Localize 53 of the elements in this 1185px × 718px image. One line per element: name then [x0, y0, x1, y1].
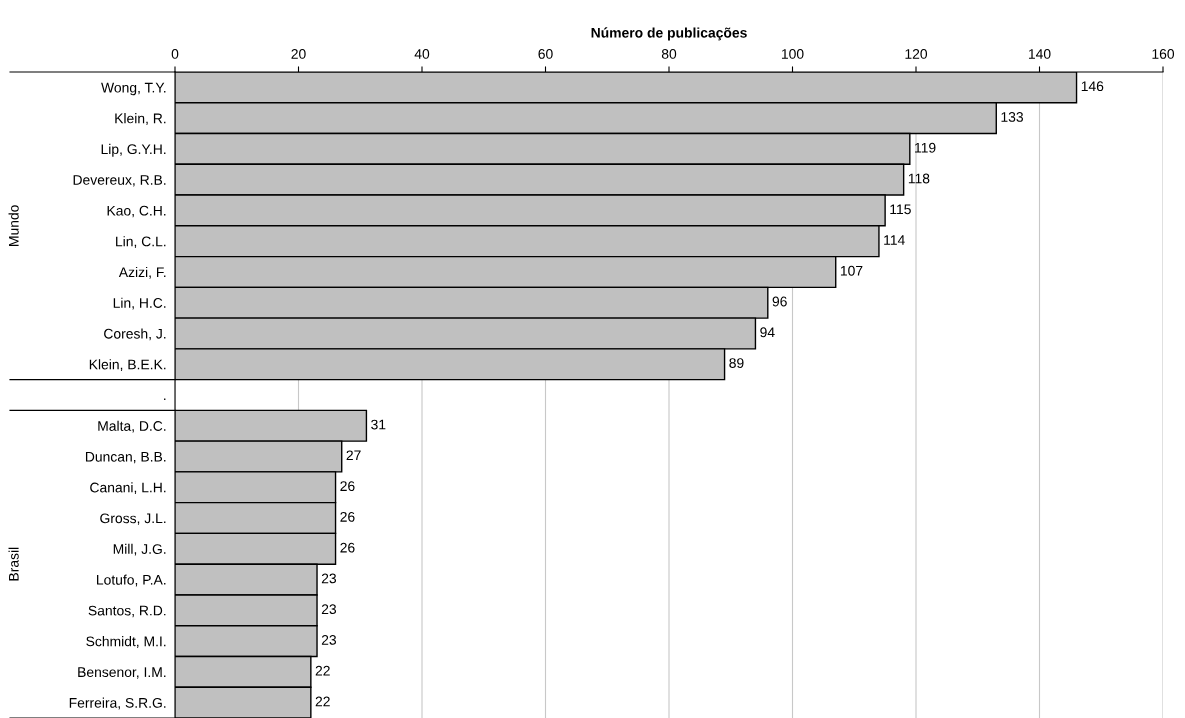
y-tick-label: Coresh, J.	[104, 328, 166, 341]
y-tick-label: Duncan, B.B.	[85, 452, 166, 464]
y-tick-label: .	[164, 398, 166, 401]
y-tick-label: Klein, R.	[115, 113, 166, 125]
x-axis-title: Número de publicações	[591, 27, 747, 41]
x-tick-label: 60	[538, 49, 553, 59]
y-tick-label: Wong, T.Y.	[101, 82, 166, 96]
y-tick-label: Malta, D.C.	[98, 420, 166, 433]
x-tick-label: 80	[661, 49, 677, 59]
y-tick-label: Canani, L.H.	[90, 482, 166, 495]
data-label: 89	[729, 358, 744, 368]
y-tick-label: Ferreira, S.R.G.	[69, 697, 166, 710]
y-tick-label: Mill, J.G.	[113, 543, 166, 556]
y-tick-label: Azizi, F.	[118, 266, 166, 279]
y-tick-label: Klein, B.E.K.	[89, 359, 166, 372]
x-tick-label: 140	[1028, 49, 1051, 59]
data-label: 23	[321, 573, 337, 584]
x-tick-label: 0	[171, 49, 179, 59]
data-label: 23	[321, 634, 337, 645]
x-tick-label: 120	[905, 49, 928, 59]
x-tick-label: 20	[291, 49, 306, 59]
y-tick-label: Lin, C.L.	[116, 236, 166, 248]
y-tick-label: Gross, J.L.	[100, 513, 166, 525]
data-label: 107	[840, 265, 863, 276]
data-label: 94	[760, 327, 775, 338]
y-tick-label: Bensenor, I.M.	[78, 667, 166, 679]
y-tick-label: Schmidt, M.I.	[86, 636, 166, 648]
data-label: 96	[772, 296, 787, 307]
data-label: 27	[346, 450, 361, 461]
y-tick-label: Santos, R.D.	[88, 605, 166, 618]
x-tick-label: 40	[414, 49, 430, 59]
data-label: 26	[340, 511, 355, 522]
y-tick-label: Kao, C.H.	[107, 205, 166, 218]
x-tick-label: 100	[781, 49, 804, 59]
data-label: 23	[321, 604, 337, 615]
x-tick-label: 160	[1152, 49, 1175, 59]
y-tick-label: Lip, G.Y.H.	[101, 143, 166, 157]
data-label: 133	[1001, 112, 1023, 122]
data-label: 119	[915, 142, 936, 153]
data-label: 114	[884, 235, 905, 245]
data-label: 115	[890, 204, 911, 215]
data-label: 146	[1081, 81, 1104, 92]
data-label: 118	[908, 173, 930, 184]
data-label: 26	[340, 542, 355, 553]
y-tick-label: Devereux, R.B.	[73, 175, 166, 187]
y-tick-label: Lotufo, P.A.	[97, 574, 166, 587]
text: Mundo	[8, 205, 19, 246]
data-label: 31	[371, 419, 386, 430]
data-label: 26	[340, 481, 355, 492]
data-label: 22	[315, 696, 330, 707]
text: Brasil	[8, 547, 19, 581]
y-tick-label: Lin, H.C.	[113, 297, 166, 310]
data-label: 22	[315, 665, 330, 676]
